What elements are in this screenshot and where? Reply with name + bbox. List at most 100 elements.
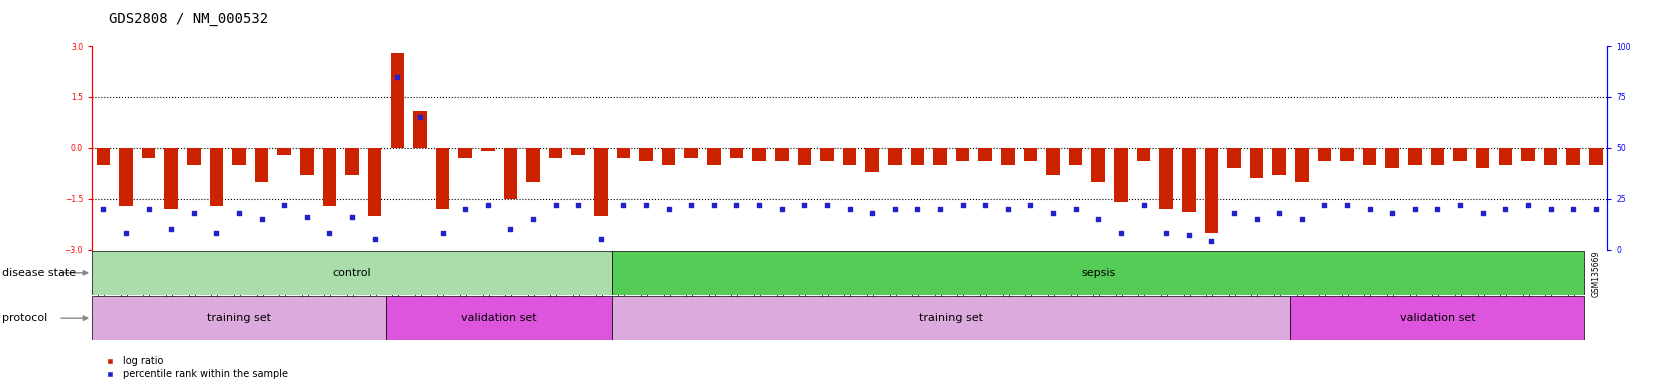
Point	[136, 206, 162, 212]
Point	[1355, 206, 1382, 212]
Point	[994, 206, 1021, 212]
Bar	[1521, 148, 1534, 161]
Point	[248, 216, 274, 222]
Point	[1265, 210, 1292, 216]
Bar	[254, 148, 268, 182]
Bar	[164, 148, 177, 209]
Point	[1288, 216, 1315, 222]
Bar	[549, 148, 562, 158]
Point	[1333, 202, 1360, 208]
Point	[836, 206, 863, 212]
Bar	[612, 296, 1290, 340]
Bar	[796, 148, 811, 165]
Point	[473, 202, 500, 208]
Point	[723, 202, 750, 208]
Bar	[1430, 148, 1444, 165]
Point	[407, 114, 433, 121]
Bar	[932, 148, 947, 165]
Bar	[910, 148, 923, 165]
Bar	[1271, 148, 1285, 175]
Bar	[1024, 148, 1037, 161]
Point	[1084, 216, 1111, 222]
Bar	[1069, 148, 1082, 165]
Point	[1559, 206, 1586, 212]
Bar	[887, 148, 902, 165]
Bar	[955, 148, 969, 161]
Bar	[1362, 148, 1375, 165]
Bar	[209, 148, 223, 205]
Point	[949, 202, 975, 208]
Point	[1039, 210, 1066, 216]
Bar	[1385, 148, 1399, 168]
Point	[1108, 230, 1134, 237]
Bar	[458, 148, 472, 158]
Bar	[1566, 148, 1579, 165]
Point	[972, 202, 999, 208]
Point	[1491, 206, 1517, 212]
Point	[1198, 238, 1225, 245]
Bar	[684, 148, 698, 158]
Point	[1581, 206, 1608, 212]
Bar	[187, 148, 201, 165]
Point	[519, 216, 545, 222]
Bar	[323, 148, 336, 205]
Point	[112, 230, 139, 237]
Bar	[1497, 148, 1511, 165]
Bar	[1091, 148, 1104, 182]
Bar	[1340, 148, 1353, 161]
Bar	[842, 148, 857, 165]
Point	[609, 202, 636, 208]
Point	[293, 214, 320, 220]
Point	[1243, 216, 1270, 222]
Point	[1469, 210, 1496, 216]
Bar	[616, 148, 629, 158]
Point	[813, 202, 840, 208]
Bar	[1290, 296, 1583, 340]
Point	[768, 206, 795, 212]
Bar	[570, 148, 584, 155]
Point	[903, 206, 930, 212]
Bar	[413, 111, 427, 148]
Point	[699, 202, 726, 208]
Point	[542, 202, 569, 208]
Point	[790, 202, 816, 208]
Point	[428, 230, 455, 237]
Bar	[480, 148, 494, 151]
Point	[271, 202, 298, 208]
Bar	[1452, 148, 1466, 161]
Point	[497, 226, 524, 232]
Point	[744, 202, 771, 208]
Point	[452, 206, 478, 212]
Text: sepsis: sepsis	[1081, 268, 1114, 278]
Text: disease state: disease state	[2, 268, 75, 278]
Bar	[278, 148, 291, 155]
Point	[1174, 232, 1201, 238]
Bar	[233, 148, 246, 165]
Point	[338, 214, 365, 220]
Text: control: control	[333, 268, 371, 278]
Bar	[1226, 148, 1240, 168]
Point	[678, 202, 704, 208]
Point	[1153, 230, 1179, 237]
Bar	[1407, 148, 1420, 165]
Point	[1536, 206, 1563, 212]
Text: validation set: validation set	[1399, 313, 1474, 323]
Bar	[92, 296, 386, 340]
Point	[226, 210, 253, 216]
Bar	[1046, 148, 1059, 175]
Point	[1129, 202, 1156, 208]
Bar	[386, 296, 612, 340]
Bar	[119, 148, 132, 205]
Point	[654, 206, 681, 212]
Bar	[1250, 148, 1263, 179]
Point	[202, 230, 229, 237]
Bar	[1205, 148, 1218, 233]
Point	[157, 226, 184, 232]
Bar	[390, 53, 403, 148]
Point	[564, 202, 591, 208]
Point	[1400, 206, 1427, 212]
Bar	[368, 148, 381, 216]
Bar	[751, 148, 766, 161]
Bar	[97, 148, 110, 165]
Bar	[594, 148, 607, 216]
